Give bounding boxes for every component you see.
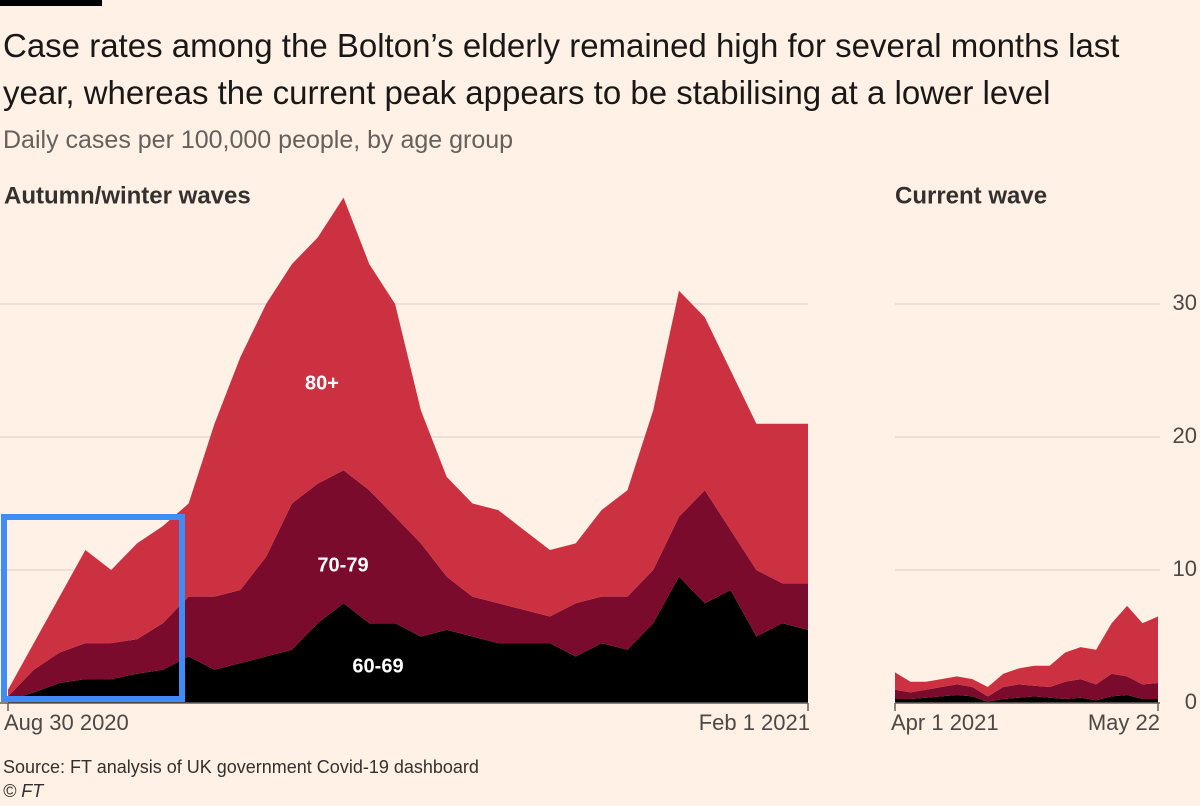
area-label: 60-69 [352,655,403,677]
panel-title: Autumn/winter waves [4,182,251,209]
x-tick-label: Aug 30 2020 [4,710,129,735]
panel-title: Current wave [895,182,1047,209]
source: Source: FT analysis of UK government Cov… [3,757,479,777]
x-tick-label: May 22 [1088,710,1160,735]
area [895,673,1158,702]
y-tick-label: 30 [1173,290,1197,315]
brand-bar [0,0,102,6]
area [8,576,808,703]
y-tick-label: 0 [1185,689,1197,714]
area [895,695,1158,703]
chart-title: Case rates among the Bolton’s elderly re… [3,27,1120,111]
x-tick-label: Apr 1 2021 [891,710,999,735]
area-label: 70-79 [317,554,368,576]
area-label: 80+ [305,372,339,394]
y-tick-label: 20 [1173,423,1197,448]
x-tick-label: Feb 1 2021 [699,710,810,735]
y-tick-label: 10 [1173,556,1197,581]
chart-subtitle: Daily cases per 100,000 people, by age g… [3,126,514,154]
credit: © FT [3,781,44,801]
area [8,470,808,701]
area [8,197,808,697]
highlight-box [1,514,185,702]
area [895,605,1158,697]
